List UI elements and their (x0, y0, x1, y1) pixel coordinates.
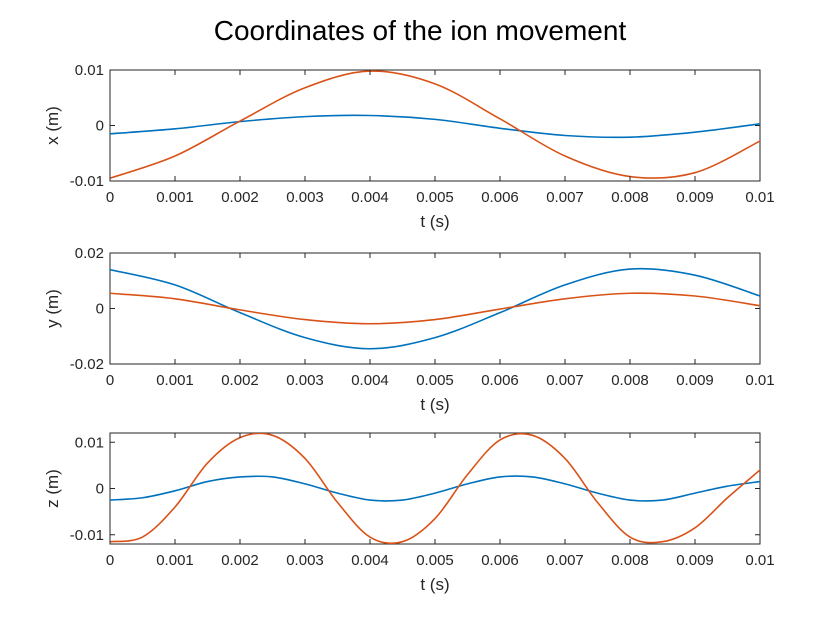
x-tick-label: 0.001 (156, 189, 194, 206)
y-tick-label: 0 (96, 301, 104, 318)
series-line-0 (110, 267, 760, 350)
y-tick-label: -0.01 (70, 173, 104, 190)
x-tick-label: 0.006 (481, 552, 519, 569)
subplot-x: 0 0.001 0.002 0.003 0.004 0.005 0.006 0.007 0.00… (43, 62, 775, 231)
x-tick-label: 0.008 (611, 189, 649, 206)
series-group (110, 433, 760, 544)
x-axis-label: t (s) (420, 212, 449, 231)
axes-box (109, 69, 761, 182)
x-tick-label: 0.007 (546, 189, 584, 206)
y-tick-label: -0.01 (70, 527, 104, 544)
subplot-y: 0 0.001 0.002 0.003 0.004 0.005 0.006 0.007 0.00… (43, 245, 775, 414)
x-tick-label: 0.003 (286, 552, 324, 569)
y-tick-label: 0.01 (75, 434, 104, 451)
axes-box (109, 432, 761, 545)
x-axis-label: t (s) (420, 575, 449, 594)
x-tick-label: 0.006 (481, 189, 519, 206)
series-line-1 (110, 292, 760, 325)
y-tick-label: 0.01 (75, 62, 104, 79)
x-tick-label: 0.002 (221, 372, 259, 389)
x-tick-label: 0 (106, 189, 114, 206)
x-tick-label: 0.005 (416, 552, 454, 569)
x-axis-label: t (s) (420, 395, 449, 414)
x-tick-label: 0.007 (546, 372, 584, 389)
x-tick-label: 0.008 (611, 372, 649, 389)
y-axis-label: z (m) (43, 469, 62, 508)
x-tick-label: 0.007 (546, 552, 584, 569)
series-line-0 (110, 475, 760, 502)
x-tick-label: 0.005 (416, 189, 454, 206)
x-tick-label: 0.01 (745, 552, 774, 569)
y-tick-label: 0 (96, 481, 104, 498)
x-tick-label: 0.01 (745, 189, 774, 206)
x-tick-label: 0.009 (676, 372, 714, 389)
y-tick-label: -0.02 (70, 356, 104, 373)
x-tick-label: 0.006 (481, 372, 519, 389)
x-tick-label: 0.003 (286, 189, 324, 206)
y-axis-label: y (m) (43, 289, 62, 328)
y-tick-label: 0 (96, 118, 104, 135)
x-tick-label: 0.001 (156, 372, 194, 389)
y-tick-label: 0.02 (75, 245, 104, 262)
x-tick-label: 0 (106, 552, 114, 569)
x-tick-label: 0.009 (676, 552, 714, 569)
x-tick-label: 0.004 (351, 552, 389, 569)
series-line-1 (110, 70, 760, 180)
x-tick-label: 0 (106, 372, 114, 389)
subplot-z: 0 0.001 0.002 0.003 0.004 0.005 0.006 0.007 0.00… (43, 432, 775, 594)
series-group (110, 70, 760, 180)
x-tick-label: 0.001 (156, 552, 194, 569)
series-group (110, 267, 760, 350)
series-line-0 (110, 114, 760, 139)
y-axis-label: x (m) (43, 106, 62, 145)
x-tick-label: 0.009 (676, 189, 714, 206)
figure-title: Coordinates of the ion movement (214, 15, 627, 46)
x-tick-label: 0.002 (221, 552, 259, 569)
x-tick-label: 0.005 (416, 372, 454, 389)
x-tick-label: 0.01 (745, 372, 774, 389)
x-tick-label: 0.002 (221, 189, 259, 206)
x-tick-label: 0.003 (286, 372, 324, 389)
x-tick-label: 0.004 (351, 372, 389, 389)
series-line-1 (110, 433, 760, 544)
x-tick-label: 0.004 (351, 189, 389, 206)
x-tick-label: 0.008 (611, 552, 649, 569)
